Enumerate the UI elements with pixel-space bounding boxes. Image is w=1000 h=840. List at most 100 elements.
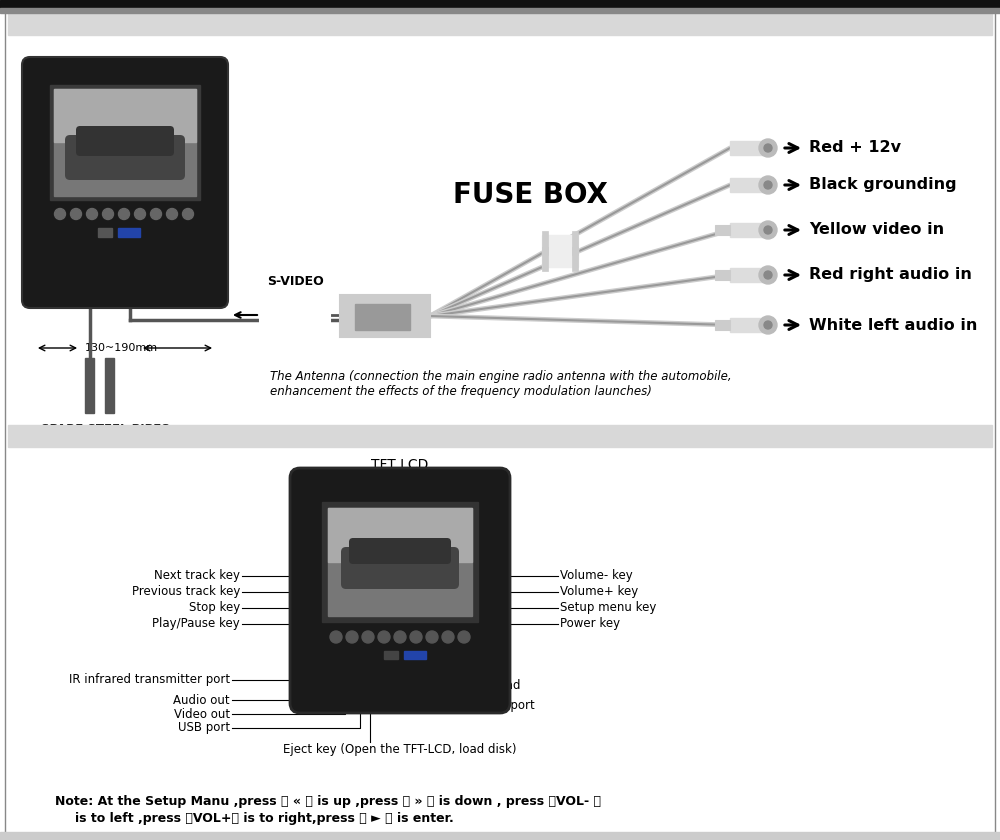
Bar	[105, 358, 114, 413]
Text: Play/Pause key: Play/Pause key	[152, 617, 240, 631]
Text: Video out: Video out	[174, 707, 230, 721]
Circle shape	[394, 631, 406, 643]
Bar	[572, 231, 578, 255]
Circle shape	[764, 144, 772, 152]
Circle shape	[362, 631, 374, 643]
Bar	[260, 300, 330, 330]
Circle shape	[759, 139, 777, 157]
Text: Front Panel Diagram: Front Panel Diagram	[15, 428, 185, 444]
Text: Eject key (Open the TFT-LCD, load disk): Eject key (Open the TFT-LCD, load disk)	[283, 743, 517, 757]
Bar	[328, 508, 472, 562]
Circle shape	[378, 631, 390, 643]
Bar	[328, 508, 472, 616]
Bar	[50, 85, 200, 200]
Bar	[0, 832, 1000, 840]
Circle shape	[759, 221, 777, 239]
Circle shape	[458, 631, 470, 643]
Bar	[340, 295, 430, 337]
Text: Next track key: Next track key	[154, 570, 240, 582]
Text: Previous track key: Previous track key	[132, 585, 240, 598]
Text: IR infrared transmitter port: IR infrared transmitter port	[69, 674, 230, 686]
Circle shape	[103, 208, 114, 219]
Text: Volume- key: Volume- key	[560, 570, 633, 582]
Circle shape	[134, 208, 146, 219]
Circle shape	[119, 208, 130, 219]
Bar	[322, 502, 478, 622]
Circle shape	[764, 226, 772, 234]
Bar	[730, 178, 765, 192]
Bar	[715, 225, 730, 235]
Text: FUSE BOX: FUSE BOX	[453, 181, 607, 209]
FancyBboxPatch shape	[22, 57, 228, 308]
Circle shape	[764, 181, 772, 189]
Bar	[384, 651, 398, 659]
Bar	[715, 270, 730, 280]
Circle shape	[759, 266, 777, 284]
Text: S-VIDEO: S-VIDEO	[267, 275, 323, 288]
FancyBboxPatch shape	[349, 538, 451, 564]
Circle shape	[166, 208, 178, 219]
Circle shape	[764, 271, 772, 279]
Text: TFT LCD: TFT LCD	[371, 458, 429, 472]
Text: Yellow video in: Yellow video in	[809, 223, 944, 238]
Bar	[8, 35, 992, 425]
Circle shape	[330, 631, 342, 643]
Circle shape	[410, 631, 422, 643]
Text: 130~190mm: 130~190mm	[85, 343, 158, 353]
Circle shape	[70, 208, 82, 219]
Text: Audio out: Audio out	[173, 694, 230, 706]
Bar	[0, 0, 1000, 8]
Circle shape	[150, 208, 162, 219]
Circle shape	[759, 316, 777, 334]
Bar	[730, 268, 765, 282]
FancyBboxPatch shape	[290, 468, 510, 713]
Bar	[730, 141, 765, 155]
Text: Stop key: Stop key	[189, 601, 240, 615]
Circle shape	[346, 631, 358, 643]
FancyBboxPatch shape	[65, 135, 185, 180]
Text: Note: At the Setup Manu ,press 〈 « 〉 is up ,press 〈 » 〉 is down , press 〈VOL- 〉: Note: At the Setup Manu ,press 〈 « 〉 is …	[55, 795, 601, 808]
Bar	[54, 89, 196, 196]
Bar	[54, 89, 196, 142]
Circle shape	[87, 208, 98, 219]
Bar	[730, 223, 765, 237]
Bar	[118, 228, 140, 237]
Bar	[715, 320, 730, 330]
Bar	[98, 228, 112, 237]
Circle shape	[54, 208, 66, 219]
Text: Volume+ key: Volume+ key	[560, 585, 638, 598]
Bar	[542, 231, 548, 255]
Text: Receiving head: Receiving head	[430, 679, 520, 691]
Bar	[8, 425, 992, 447]
FancyBboxPatch shape	[76, 126, 174, 156]
Text: is to left ,press 〈VOL+〉 is to right,press 〈 ► 〉 is enter.: is to left ,press 〈VOL+〉 is to right,pre…	[75, 812, 454, 825]
Bar	[730, 318, 765, 332]
Circle shape	[182, 208, 194, 219]
Text: RCA Connector Diagram: RCA Connector Diagram	[15, 18, 213, 33]
Text: SPARE STEEL PIPES: SPARE STEEL PIPES	[41, 423, 169, 436]
Text: The Antenna (connection the main engine radio antenna with the automobile,
enhan: The Antenna (connection the main engine …	[270, 370, 732, 398]
Circle shape	[764, 321, 772, 329]
Circle shape	[426, 631, 438, 643]
FancyBboxPatch shape	[341, 547, 459, 589]
Text: Setup menu key: Setup menu key	[560, 601, 656, 615]
Circle shape	[442, 631, 454, 643]
Text: Black grounding: Black grounding	[809, 177, 957, 192]
Bar	[404, 651, 426, 659]
Bar	[8, 447, 992, 812]
Bar	[572, 247, 578, 271]
Text: Power key: Power key	[560, 617, 620, 631]
Text: Card reading port: Card reading port	[430, 699, 535, 711]
Text: Red + 12v: Red + 12v	[809, 140, 901, 155]
Bar	[8, 13, 992, 35]
Text: USB port: USB port	[178, 722, 230, 734]
Bar	[542, 247, 548, 271]
Circle shape	[759, 176, 777, 194]
Bar	[542, 235, 578, 251]
Bar	[542, 251, 578, 267]
Bar	[0, 8, 1000, 13]
Bar	[85, 358, 94, 413]
Bar	[355, 304, 410, 330]
Text: White left audio in: White left audio in	[809, 318, 977, 333]
Text: Red right audio in: Red right audio in	[809, 267, 972, 282]
